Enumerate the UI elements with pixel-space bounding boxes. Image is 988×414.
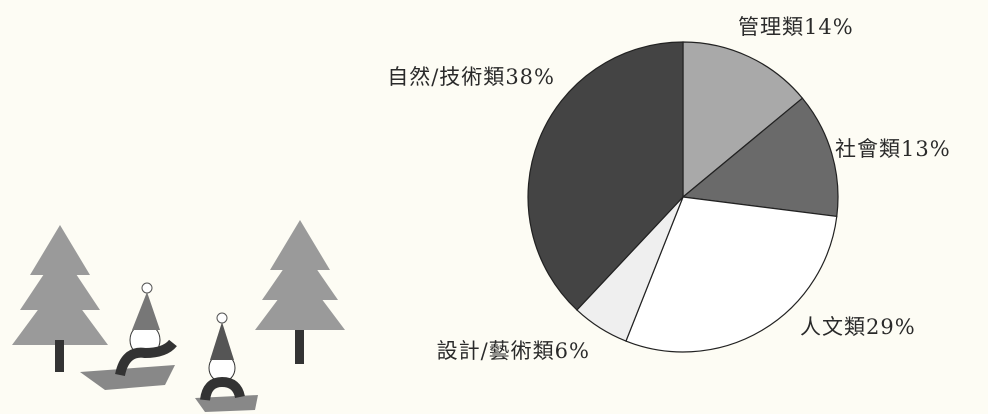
category-label: 管理類 bbox=[738, 15, 804, 39]
slice-label: 社會類13% bbox=[835, 137, 951, 161]
category-label: 人文類 bbox=[800, 315, 866, 339]
category-label: 社會類 bbox=[835, 137, 901, 161]
slice-label: 設計/藝術類6% bbox=[437, 339, 590, 363]
slice-label: 自然/技術類38% bbox=[387, 65, 555, 89]
value-label: 14% bbox=[804, 15, 854, 39]
value-label: 6% bbox=[555, 339, 590, 363]
slice-label: 人文類29% bbox=[800, 315, 916, 339]
value-label: 13% bbox=[901, 137, 951, 161]
slice-label: 管理類14% bbox=[738, 15, 854, 39]
value-label: 38% bbox=[505, 65, 555, 89]
category-label: 自然/技術類 bbox=[387, 65, 505, 89]
category-label: 設計/藝術類 bbox=[437, 339, 555, 363]
chart: 管理類14% 社會類13% 人文類29% 設計/藝術類6% 自然/技術類38% bbox=[0, 0, 988, 414]
value-label: 29% bbox=[866, 315, 916, 339]
